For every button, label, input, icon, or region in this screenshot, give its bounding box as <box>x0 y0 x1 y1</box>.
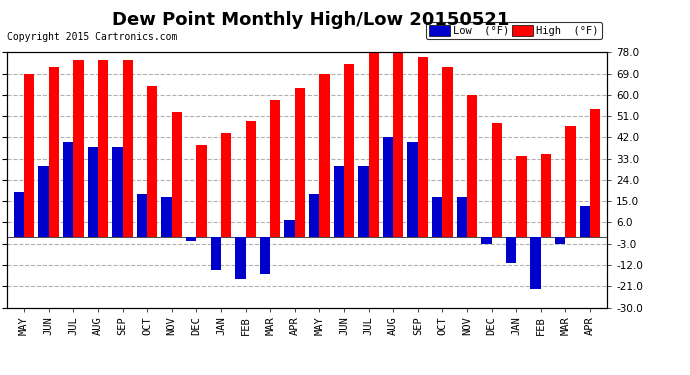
Bar <box>580 206 590 237</box>
Bar <box>481 237 491 244</box>
Bar <box>284 220 295 237</box>
Bar <box>393 53 404 237</box>
Bar <box>14 192 24 237</box>
Text: Copyright 2015 Cartronics.com: Copyright 2015 Cartronics.com <box>7 32 177 42</box>
Bar <box>137 194 147 237</box>
Bar <box>531 237 541 289</box>
Bar <box>541 154 551 237</box>
Bar <box>246 121 256 237</box>
Bar <box>123 60 133 237</box>
Bar <box>506 237 516 262</box>
Legend: Low  (°F), High  (°F): Low (°F), High (°F) <box>426 22 602 39</box>
Bar <box>555 237 565 244</box>
Bar <box>383 138 393 237</box>
Bar <box>432 196 442 237</box>
Text: Dew Point Monthly High/Low 20150521: Dew Point Monthly High/Low 20150521 <box>112 11 509 29</box>
Bar <box>368 53 379 237</box>
Bar <box>358 166 368 237</box>
Bar <box>210 237 221 270</box>
Bar <box>467 95 477 237</box>
Bar <box>457 196 467 237</box>
Bar <box>442 67 453 237</box>
Bar <box>88 147 98 237</box>
Bar <box>565 126 575 237</box>
Bar <box>407 142 417 237</box>
Bar <box>39 166 49 237</box>
Bar <box>197 145 207 237</box>
Bar <box>172 111 182 237</box>
Bar <box>319 74 330 237</box>
Bar <box>344 64 354 237</box>
Bar <box>73 60 83 237</box>
Bar <box>112 147 123 237</box>
Bar <box>516 156 526 237</box>
Bar <box>235 237 246 279</box>
Bar <box>590 109 600 237</box>
Bar <box>270 100 280 237</box>
Bar <box>24 74 34 237</box>
Bar <box>309 194 319 237</box>
Bar <box>295 88 305 237</box>
Bar <box>491 123 502 237</box>
Bar <box>221 133 231 237</box>
Bar <box>49 67 59 237</box>
Bar <box>63 142 73 237</box>
Bar <box>98 60 108 237</box>
Bar <box>186 237 197 242</box>
Bar <box>260 237 270 274</box>
Bar <box>161 196 172 237</box>
Bar <box>334 166 344 237</box>
Bar <box>417 57 428 237</box>
Bar <box>147 86 157 237</box>
